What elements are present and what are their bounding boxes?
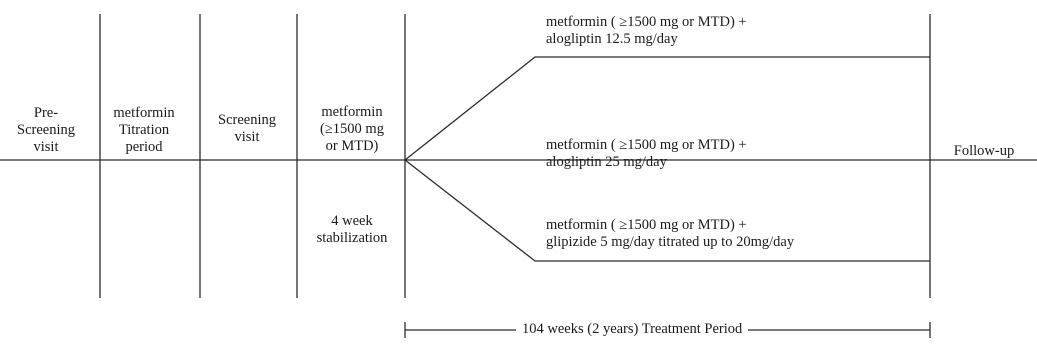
screening-line: Screening <box>218 112 276 128</box>
arm-alogliptin-25: metformin ( ≥1500 mg or MTD) + aloglipti… <box>546 137 747 171</box>
arm-upper-branch <box>404 56 930 161</box>
stabilization-line: metformin <box>321 104 383 120</box>
arm-alogliptin-12-5: metformin ( ≥1500 mg or MTD) + aloglipti… <box>546 14 747 48</box>
stabilization-line: (≥1500 mg <box>320 121 384 137</box>
screening-label: Screening visit <box>218 112 276 146</box>
duration-line: stabilization <box>316 230 388 246</box>
stabilization-line: or MTD) <box>325 138 379 154</box>
arm-lower-branch <box>404 159 930 262</box>
arm-line: metformin ( ≥1500 mg or MTD) + <box>546 217 747 233</box>
stabilization-label: metformin (≥1500 mg or MTD) <box>320 104 384 155</box>
prescreening-line: visit <box>33 139 59 155</box>
treatment-period-label: 104 weeks (2 years) Treatment Period <box>516 321 749 338</box>
screening-line: visit <box>234 129 260 145</box>
duration-line: 4 week <box>331 213 373 229</box>
titration-line: metformin <box>113 105 175 121</box>
arm-line: alogliptin 25 mg/day <box>546 154 667 170</box>
arm-line: metformin ( ≥1500 mg or MTD) + <box>546 137 747 153</box>
arm-line: glipizide 5 mg/day titrated up to 20mg/d… <box>546 234 795 250</box>
titration-label: metformin Titration period <box>113 105 174 156</box>
arm-glipizide: metformin ( ≥1500 mg or MTD) + glipizide… <box>546 217 794 251</box>
followup-line: Follow-up <box>953 143 1015 159</box>
arm-line: metformin ( ≥1500 mg or MTD) + <box>546 14 747 30</box>
titration-line: period <box>125 139 163 155</box>
stabilization-duration: 4 week stabilization <box>317 213 388 247</box>
followup-label: Follow-up <box>954 143 1014 160</box>
titration-line: Titration <box>118 122 170 138</box>
prescreening-label: Pre- Screening visit <box>17 105 75 156</box>
prescreening-line: Screening <box>17 122 75 138</box>
arm-line: alogliptin 12.5 mg/day <box>546 31 678 47</box>
prescreening-line: Pre- <box>33 105 59 121</box>
